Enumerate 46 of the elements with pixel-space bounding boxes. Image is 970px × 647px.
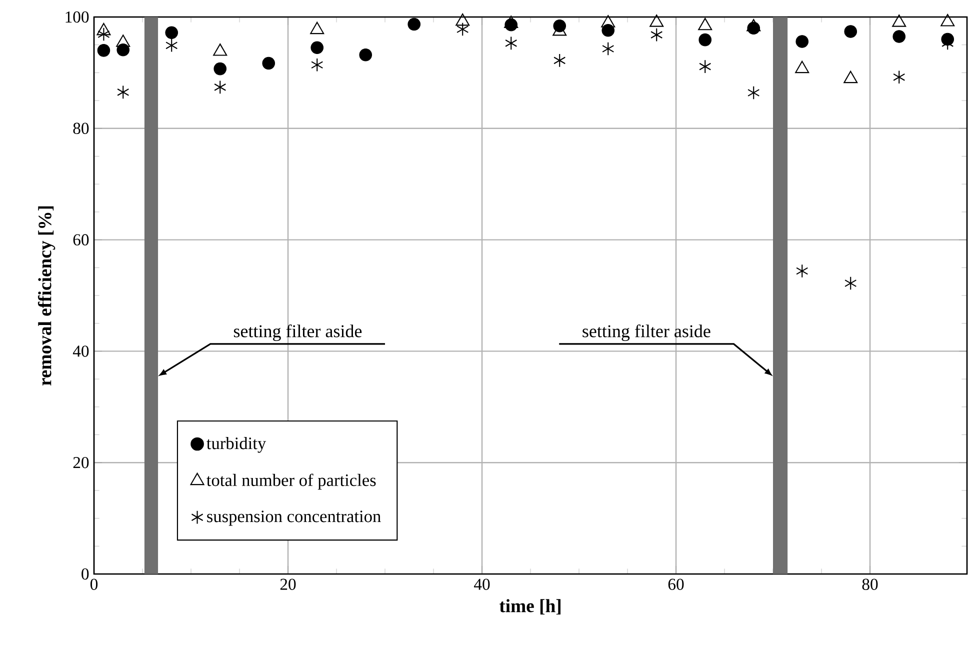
point: [262, 56, 276, 70]
point: [505, 36, 518, 50]
point: [650, 28, 663, 42]
y-tick-label: 0: [82, 568, 89, 580]
point: [893, 70, 906, 84]
point: [214, 62, 227, 76]
point: [214, 80, 226, 94]
point: [166, 38, 178, 52]
y-tick-label: 20: [73, 456, 89, 468]
x-tick-label: 40: [474, 578, 490, 590]
point: [359, 48, 372, 62]
point: [554, 54, 566, 68]
point: [97, 44, 110, 57]
point: [116, 43, 130, 56]
band-label: setting filter aside: [234, 324, 362, 342]
point: [98, 27, 110, 42]
point: [748, 86, 760, 100]
legend-label: suspension concentration: [207, 510, 381, 526]
band-label: setting filter aside: [582, 324, 710, 342]
point: [117, 85, 130, 100]
x-tick-label: 20: [280, 578, 296, 590]
y-axis-title: removal efficiency [%]: [38, 206, 56, 386]
y-tick-label: 40: [72, 346, 89, 357]
point: [892, 30, 906, 43]
point: [602, 42, 614, 56]
legend-label: total number of particles: [206, 474, 376, 490]
point: [310, 41, 324, 54]
y-tick-label: 80: [73, 122, 89, 134]
point: [602, 24, 615, 37]
point: [699, 60, 712, 74]
y-tick-label: 100: [66, 11, 89, 23]
point: [165, 26, 178, 39]
point: [796, 35, 809, 48]
point: [456, 22, 469, 36]
point: [796, 264, 808, 278]
x-tick-label: 0: [90, 578, 98, 590]
x-tick-label: 60: [668, 578, 684, 590]
point: [311, 58, 324, 72]
y-tick-label: 60: [73, 234, 89, 246]
x-axis-title: time [h]: [499, 599, 560, 615]
point: [844, 25, 858, 38]
point: [844, 276, 857, 290]
point: [698, 33, 712, 46]
legend-label: turbidity: [206, 437, 266, 453]
point: [408, 18, 421, 31]
x-tick-label: 80: [862, 578, 878, 590]
